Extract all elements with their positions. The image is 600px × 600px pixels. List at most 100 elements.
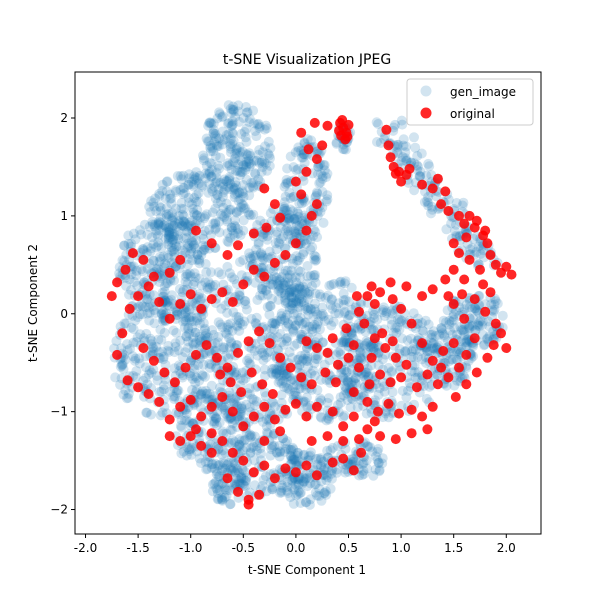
gen-image-point xyxy=(194,453,205,464)
gen-image-point xyxy=(260,285,271,296)
gen-image-point xyxy=(312,354,323,365)
gen-image-point xyxy=(322,397,333,408)
gen-image-point xyxy=(233,195,244,206)
gen-image-point xyxy=(251,318,262,329)
gen-image-point xyxy=(274,440,285,451)
gen-image-point xyxy=(369,325,380,336)
gen-image-point xyxy=(293,283,304,294)
gen-image-point xyxy=(336,367,347,378)
original-point xyxy=(369,299,380,309)
gen-image-point xyxy=(155,212,166,223)
gen-image-point xyxy=(339,308,350,319)
gen-image-point xyxy=(222,158,233,169)
gen-image-point xyxy=(298,476,309,487)
original-point xyxy=(311,154,322,165)
gen-image-point xyxy=(397,119,408,130)
original-point xyxy=(432,379,443,390)
gen-image-point xyxy=(333,298,344,309)
gen-image-point xyxy=(244,430,255,441)
gen-image-point xyxy=(229,220,240,231)
gen-image-point xyxy=(200,456,211,467)
gen-image-point xyxy=(208,329,219,340)
gen-image-point xyxy=(232,340,243,351)
gen-image-point xyxy=(279,202,289,212)
gen-image-point xyxy=(267,293,277,304)
gen-image-point xyxy=(218,344,229,355)
gen-image-point xyxy=(289,340,300,351)
gen-image-point xyxy=(185,444,196,455)
gen-image-point xyxy=(361,336,372,347)
gen-image-point xyxy=(443,356,454,367)
gen-image-point xyxy=(309,254,320,265)
gen-image-point xyxy=(297,355,308,366)
gen-image-point xyxy=(412,151,423,161)
gen-image-point xyxy=(286,283,297,294)
gen-image-point xyxy=(377,453,388,464)
x-tick-label: -1.5 xyxy=(126,541,149,555)
gen-image-point xyxy=(289,454,300,465)
gen-image-point xyxy=(310,298,320,309)
gen-image-point xyxy=(173,345,184,356)
gen-image-point xyxy=(314,178,325,189)
gen-image-point xyxy=(221,214,232,225)
gen-image-point xyxy=(271,244,282,255)
gen-image-point xyxy=(238,180,249,190)
gen-image-point xyxy=(202,282,213,293)
gen-image-point xyxy=(291,298,301,309)
gen-image-point xyxy=(455,372,466,383)
gen-image-point xyxy=(375,137,386,148)
gen-image-point xyxy=(315,374,326,385)
gen-image-point xyxy=(200,388,211,399)
gen-image-point xyxy=(188,332,199,342)
gen-image-point xyxy=(231,311,242,322)
gen-image-point xyxy=(406,351,417,362)
gen-image-point xyxy=(242,150,253,161)
gen-image-point xyxy=(212,198,223,209)
gen-image-point xyxy=(378,302,389,313)
gen-image-point xyxy=(362,310,373,321)
gen-image-point xyxy=(212,494,223,505)
gen-image-point xyxy=(212,141,223,152)
gen-image-point xyxy=(239,295,250,306)
gen-image-point xyxy=(172,309,183,320)
gen-image-point xyxy=(280,191,291,202)
gen-image-point xyxy=(275,234,286,245)
gen-image-point xyxy=(159,327,170,338)
gen-image-point xyxy=(271,447,282,458)
gen-image-point xyxy=(227,157,238,167)
gen-image-point xyxy=(324,280,335,291)
gen-image-point xyxy=(192,215,203,226)
gen-image-point xyxy=(314,324,325,335)
gen-image-point xyxy=(290,479,301,490)
gen-image-point xyxy=(244,182,255,193)
original-point xyxy=(327,406,338,417)
gen-image-point xyxy=(148,364,159,375)
gen-image-point xyxy=(220,448,231,458)
gen-image-point xyxy=(220,482,231,493)
gen-image-point xyxy=(151,263,162,274)
gen-image-point xyxy=(449,322,460,333)
gen-image-point xyxy=(212,337,223,348)
gen-image-point xyxy=(276,308,287,319)
gen-image-point xyxy=(284,213,295,224)
gen-image-point xyxy=(277,482,288,493)
gen-image-point xyxy=(241,162,252,173)
gen-image-point xyxy=(238,465,248,475)
gen-image-point xyxy=(257,162,268,173)
gen-image-point xyxy=(156,271,167,282)
gen-image-points xyxy=(109,100,508,510)
original-point xyxy=(362,291,373,302)
gen-image-point xyxy=(179,183,190,194)
gen-image-point xyxy=(373,389,384,400)
original-point xyxy=(296,372,307,383)
gen-image-point xyxy=(218,463,228,474)
gen-image-point xyxy=(222,236,233,247)
gen-image-point xyxy=(285,445,296,455)
gen-image-point xyxy=(191,384,202,395)
gen-image-point xyxy=(213,141,224,152)
gen-image-point xyxy=(346,377,357,388)
gen-image-point xyxy=(138,333,149,344)
gen-image-point xyxy=(365,342,376,353)
gen-image-point xyxy=(401,392,412,403)
gen-image-point xyxy=(230,478,241,489)
